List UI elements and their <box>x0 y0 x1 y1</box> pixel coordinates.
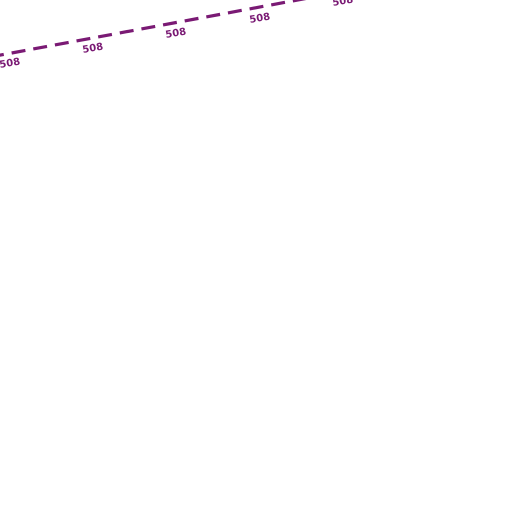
route-label: 508 <box>165 26 188 40</box>
route-label: 508 <box>332 0 355 9</box>
route-label: 508 <box>82 41 105 55</box>
route-508-dashed-line <box>0 0 307 57</box>
route-label: 508 <box>0 56 21 70</box>
route-label: 508 <box>249 11 272 25</box>
